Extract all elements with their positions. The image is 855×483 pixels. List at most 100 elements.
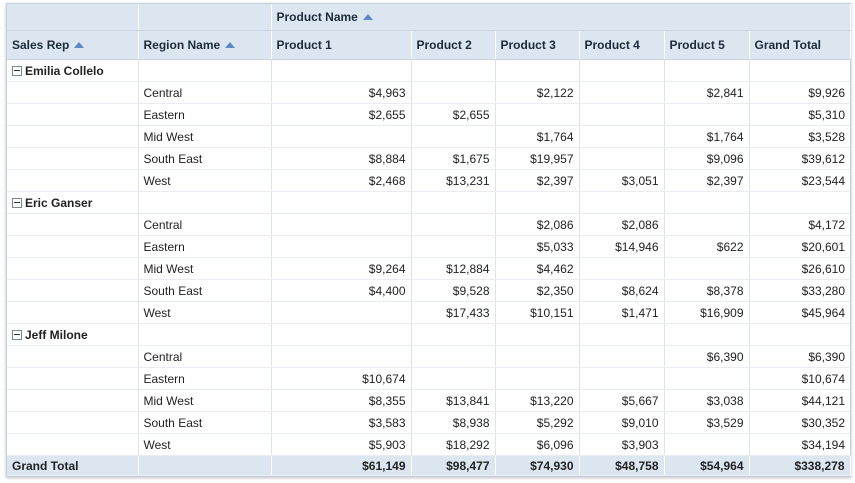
value-cell: $5,033 bbox=[495, 235, 580, 258]
value-cell: $5,903 bbox=[271, 433, 412, 456]
region-cell: Eastern bbox=[138, 235, 272, 258]
value-cell bbox=[579, 345, 665, 368]
column-header-product: Product 2 bbox=[411, 30, 496, 60]
value-cell bbox=[411, 125, 496, 148]
value-cell: $9,010 bbox=[579, 411, 665, 434]
value-cell bbox=[664, 103, 750, 126]
table-row: South East $8,884 $1,675 $19,957 $9,096 $39,6… bbox=[7, 147, 851, 170]
value-cell: $13,220 bbox=[495, 389, 580, 412]
table-row: Central $2,086 $2,086 $4,172 bbox=[7, 213, 851, 236]
table-row: Eastern $5,033 $14,946 $622 $20,601 bbox=[7, 235, 851, 258]
value-cell: $10,674 bbox=[271, 367, 412, 390]
table-row: West $5,903 $18,292 $6,096 $3,903 $34,194 bbox=[7, 433, 851, 456]
table-row: Mid West $1,764 $1,764 $3,528 bbox=[7, 125, 851, 148]
value-cell: $10,151 bbox=[495, 301, 580, 324]
value-cell bbox=[664, 213, 750, 236]
row-total-cell: $20,601 bbox=[749, 235, 851, 258]
region-cell: Eastern bbox=[138, 103, 272, 126]
region-cell: Central bbox=[138, 345, 272, 368]
value-cell: $3,529 bbox=[664, 411, 750, 434]
column-header-product: Product 5 bbox=[664, 30, 750, 60]
value-cell: $8,938 bbox=[411, 411, 496, 434]
value-cell: $9,528 bbox=[411, 279, 496, 302]
collapse-icon[interactable] bbox=[12, 329, 22, 340]
row-field-region-name[interactable]: Region Name bbox=[138, 30, 272, 60]
sort-ascending-icon[interactable] bbox=[362, 14, 373, 20]
value-cell: $14,946 bbox=[579, 235, 665, 258]
value-cell: $4,400 bbox=[271, 279, 412, 302]
grand-total-cell: $61,149 bbox=[271, 455, 412, 476]
value-cell: $3,583 bbox=[271, 411, 412, 434]
sales-rep-cell[interactable]: Jeff Milone bbox=[7, 323, 139, 346]
region-cell: Central bbox=[138, 213, 272, 236]
column-header-product: Product 3 bbox=[495, 30, 580, 60]
column-field-product-name[interactable]: Product Name bbox=[271, 4, 851, 31]
value-cell bbox=[271, 125, 412, 148]
row-total-cell: $34,194 bbox=[749, 433, 851, 456]
row-field-sales-rep[interactable]: Sales Rep bbox=[7, 30, 139, 60]
value-cell bbox=[579, 257, 665, 280]
grand-total-cell: $48,758 bbox=[579, 455, 665, 476]
sales-rep-group-row: Jeff Milone bbox=[7, 323, 851, 346]
value-cell bbox=[411, 81, 496, 104]
value-cell: $3,903 bbox=[579, 433, 665, 456]
value-cell bbox=[664, 257, 750, 280]
value-cell: $2,350 bbox=[495, 279, 580, 302]
pivot-grid: Product Name Sales Rep Region Name Product… bbox=[6, 3, 851, 477]
region-cell: West bbox=[138, 169, 272, 192]
region-cell: West bbox=[138, 433, 272, 456]
value-cell bbox=[271, 345, 412, 368]
grand-total-cell: $74,930 bbox=[495, 455, 580, 476]
value-cell: $8,378 bbox=[664, 279, 750, 302]
value-cell bbox=[411, 345, 496, 368]
value-cell: $8,355 bbox=[271, 389, 412, 412]
sort-ascending-icon[interactable] bbox=[74, 42, 85, 48]
value-cell bbox=[579, 81, 665, 104]
collapse-icon[interactable] bbox=[12, 197, 22, 208]
value-cell: $1,471 bbox=[579, 301, 665, 324]
value-cell: $6,096 bbox=[495, 433, 580, 456]
region-cell: South East bbox=[138, 147, 272, 170]
sort-ascending-icon[interactable] bbox=[225, 42, 236, 48]
table-row: Eastern $10,674 $10,674 bbox=[7, 367, 851, 390]
value-cell: $1,764 bbox=[664, 125, 750, 148]
value-cell: $2,655 bbox=[411, 103, 496, 126]
value-cell: $19,957 bbox=[495, 147, 580, 170]
value-cell bbox=[579, 367, 665, 390]
region-cell: Mid West bbox=[138, 257, 272, 280]
value-cell: $2,468 bbox=[271, 169, 412, 192]
grand-total-cell: $54,964 bbox=[664, 455, 750, 476]
value-cell: $2,086 bbox=[495, 213, 580, 236]
value-cell: $2,122 bbox=[495, 81, 580, 104]
value-cell bbox=[411, 213, 496, 236]
grand-total-label: Grand Total bbox=[7, 455, 139, 476]
column-header-product: Product 4 bbox=[579, 30, 665, 60]
value-cell: $6,390 bbox=[664, 345, 750, 368]
row-total-cell: $44,121 bbox=[749, 389, 851, 412]
row-total-cell: $23,544 bbox=[749, 169, 851, 192]
value-cell bbox=[664, 367, 750, 390]
sales-rep-cell[interactable]: Emilia Collelo bbox=[7, 59, 139, 82]
value-cell: $4,462 bbox=[495, 257, 580, 280]
pivot-table: Product Name Sales Rep Region Name Product… bbox=[7, 4, 851, 476]
value-cell bbox=[411, 367, 496, 390]
value-cell: $622 bbox=[664, 235, 750, 258]
row-total-cell: $33,280 bbox=[749, 279, 851, 302]
grand-total-overall: $338,278 bbox=[749, 455, 851, 476]
sales-rep-cell[interactable]: Eric Ganser bbox=[7, 191, 139, 214]
row-total-cell: $26,610 bbox=[749, 257, 851, 280]
table-row: West $2,468 $13,231 $2,397 $3,051 $2,397 $23,5… bbox=[7, 169, 851, 192]
region-cell: Mid West bbox=[138, 389, 272, 412]
collapse-icon[interactable] bbox=[12, 65, 22, 76]
value-cell: $1,764 bbox=[495, 125, 580, 148]
value-cell: $2,655 bbox=[271, 103, 412, 126]
table-row: Mid West $9,264 $12,884 $4,462 $26,610 bbox=[7, 257, 851, 280]
value-cell: $3,038 bbox=[664, 389, 750, 412]
row-total-cell: $6,390 bbox=[749, 345, 851, 368]
table-row: Central $4,963 $2,122 $2,841 $9,926 bbox=[7, 81, 851, 104]
table-row: South East $3,583 $8,938 $5,292 $9,010 $3,529… bbox=[7, 411, 851, 434]
value-cell: $9,264 bbox=[271, 257, 412, 280]
row-total-cell: $30,352 bbox=[749, 411, 851, 434]
sales-rep-group-row: Eric Ganser bbox=[7, 191, 851, 214]
row-total-cell: $9,926 bbox=[749, 81, 851, 104]
